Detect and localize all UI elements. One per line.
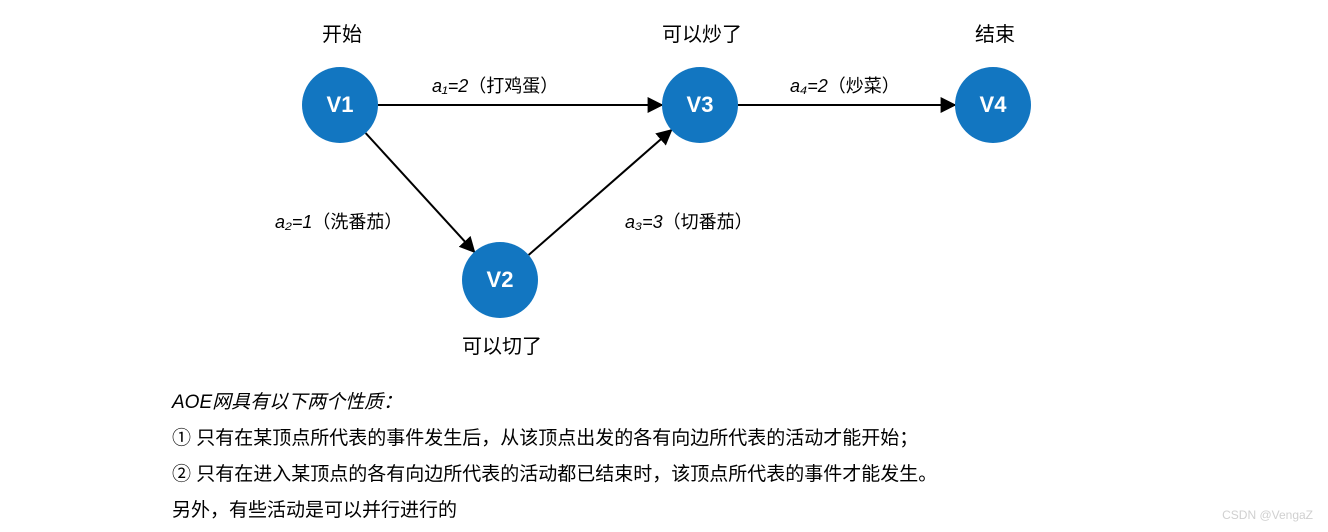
node-v3-label: V3 xyxy=(687,92,714,118)
body-line-2: ① 只有在某顶点所代表的事件发生后，从该顶点出发的各有向边所代表的活动才能开始； xyxy=(172,421,937,457)
edge-a2-desc: （洗番茄） xyxy=(312,212,402,232)
edge-label-a4: a₄=2（炒菜） xyxy=(790,72,900,98)
edge-a4-weight: a₄=2 xyxy=(790,76,828,96)
watermark: CSDN @VengaZ xyxy=(1222,508,1313,522)
edge-label-a3: a₃=3（切番茄） xyxy=(625,208,753,234)
node-v4-label: V4 xyxy=(980,92,1007,118)
edge-label-a2: a₂=1（洗番茄） xyxy=(275,208,402,234)
body-text: AOE网具有以下两个性质： ① 只有在某顶点所代表的事件发生后，从该顶点出发的各… xyxy=(172,385,937,529)
node-v3-title: 可以炒了 xyxy=(662,18,742,47)
node-v1-label: V1 xyxy=(327,92,354,118)
node-v3: V3 xyxy=(662,67,738,143)
body-line-4: 另外，有些活动是可以并行进行的 xyxy=(172,493,937,529)
node-v4-title: 结束 xyxy=(975,18,1015,47)
edge-a3-weight: a₃=3 xyxy=(625,212,663,232)
edge-a3-desc: （切番茄） xyxy=(663,212,753,232)
edge-a4-desc: （炒菜） xyxy=(828,76,900,96)
edge-a1-desc: （打鸡蛋） xyxy=(468,76,558,96)
edge-label-a1: a₁=2（打鸡蛋） xyxy=(432,72,558,98)
node-v4: V4 xyxy=(955,67,1031,143)
edge-a1-weight: a₁=2 xyxy=(432,76,468,96)
body-line-1: AOE网具有以下两个性质： xyxy=(172,385,937,421)
body-line-3: ② 只有在进入某顶点的各有向边所代表的活动都已结束时，该顶点所代表的事件才能发生… xyxy=(172,457,937,493)
edge-line-v2-v3 xyxy=(529,130,672,255)
node-v1-title: 开始 xyxy=(322,18,362,47)
edge-line-v1-v2 xyxy=(366,133,475,252)
node-v1: V1 xyxy=(302,67,378,143)
edge-a2-weight: a₂=1 xyxy=(275,212,312,232)
node-v2-title: 可以切了 xyxy=(462,330,542,359)
node-v2-label: V2 xyxy=(487,267,514,293)
diagram-canvas: V1 V2 V3 V4 开始 可以切了 可以炒了 结束 a₁=2（打鸡蛋） a₂… xyxy=(0,0,1328,532)
node-v2: V2 xyxy=(462,242,538,318)
